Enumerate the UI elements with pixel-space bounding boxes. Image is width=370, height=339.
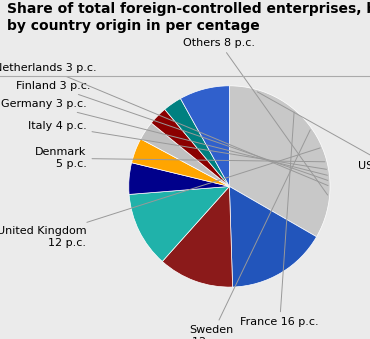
Text: Finland 3 p.c.: Finland 3 p.c. [16,81,328,180]
Text: Sweden
12 p.c.: Sweden 12 p.c. [189,130,310,339]
Wedge shape [129,186,229,261]
Wedge shape [181,86,229,186]
Wedge shape [151,109,229,186]
Text: USA 33 p.c.: USA 33 p.c. [258,92,370,171]
Text: United Kingdom
12 p.c.: United Kingdom 12 p.c. [0,148,320,247]
Text: France 16 p.c.: France 16 p.c. [240,112,319,327]
Wedge shape [132,139,229,186]
Wedge shape [229,186,317,287]
Text: Netherlands 3 p.c.: Netherlands 3 p.c. [0,63,328,185]
Wedge shape [141,123,229,186]
Wedge shape [229,86,330,237]
Wedge shape [162,186,233,287]
Wedge shape [129,163,229,195]
Wedge shape [165,99,229,186]
Text: Germany 3 p.c.: Germany 3 p.c. [1,99,327,175]
Text: Share of total foreign-controlled enterprises, breakdown
by country origin in pe: Share of total foreign-controlled enterp… [7,2,370,33]
Text: Italy 4 p.c.: Italy 4 p.c. [28,121,327,169]
Text: Denmark
5 p.c.: Denmark 5 p.c. [35,147,325,169]
Text: Others 8 p.c.: Others 8 p.c. [184,38,328,195]
